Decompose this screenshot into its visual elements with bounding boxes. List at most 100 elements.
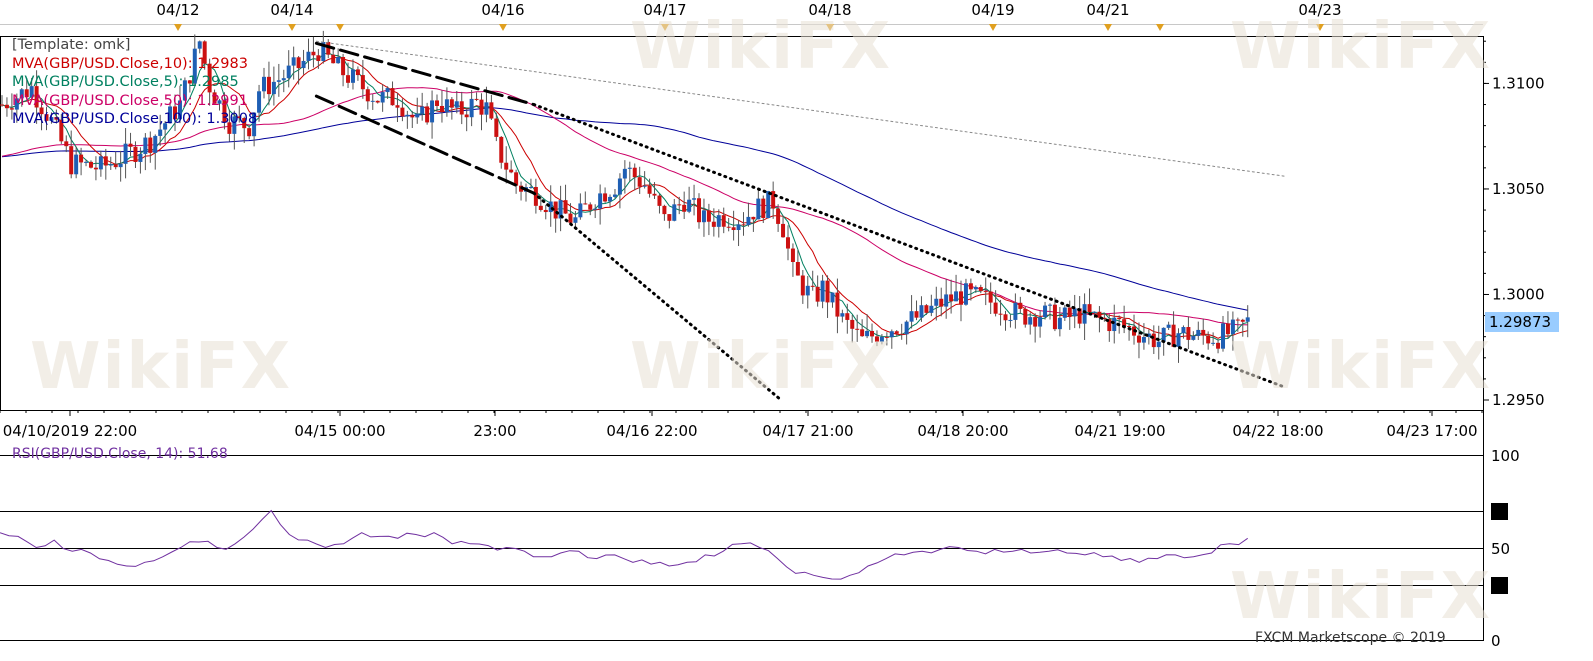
candle-down	[1225, 323, 1230, 335]
candle-down	[237, 116, 242, 119]
candle-up	[301, 60, 306, 69]
candle-up	[1112, 317, 1117, 332]
candle-up	[98, 156, 103, 170]
candle-down	[0, 104, 4, 106]
candle-up	[380, 92, 385, 103]
candle-up	[944, 294, 949, 307]
candle-up	[973, 287, 978, 290]
candle-down	[1003, 314, 1008, 321]
candle-up	[217, 100, 222, 104]
candle-up	[608, 196, 613, 202]
candle-down	[667, 214, 672, 221]
candle-down	[1171, 324, 1176, 347]
candle-down	[949, 294, 954, 302]
candle-up	[879, 336, 884, 342]
candle-down	[924, 305, 929, 313]
candle-down	[800, 275, 805, 296]
candle-down	[103, 156, 108, 166]
candle-up	[1176, 333, 1181, 347]
candle-up	[963, 283, 968, 305]
candle-down	[682, 204, 687, 212]
rsi-panel-frame	[1, 455, 1484, 641]
candle-up	[271, 81, 276, 95]
candle-down	[1087, 304, 1092, 313]
candle-down	[410, 114, 415, 118]
candle-down	[1216, 342, 1221, 349]
candle-down	[983, 291, 988, 293]
rsi-level-label: 100	[1491, 447, 1520, 465]
candle-up	[736, 224, 741, 231]
x-tick-label: 04/16 22:00	[606, 422, 697, 440]
date-marker	[1104, 24, 1112, 31]
candle-down	[731, 227, 736, 231]
candle-up	[158, 129, 163, 136]
candle-up	[484, 102, 489, 115]
top-date-label: 04/19	[971, 1, 1014, 19]
candle-up	[1072, 308, 1077, 317]
top-date-label: 04/23	[1298, 1, 1341, 19]
candle-down	[207, 63, 212, 93]
candle-up	[1211, 342, 1216, 344]
candle-up	[84, 161, 89, 163]
candle-down	[311, 51, 316, 56]
candle-down	[24, 89, 29, 98]
candle-down	[400, 107, 405, 117]
candle-down	[860, 329, 865, 337]
date-marker	[989, 24, 997, 31]
candle-up	[746, 216, 751, 226]
candle-down	[266, 76, 271, 95]
candle-down	[761, 198, 766, 219]
candle-down	[1186, 327, 1191, 340]
candle-up	[350, 69, 355, 83]
candle-down	[202, 41, 207, 64]
candle-up	[454, 101, 459, 108]
candle-up	[444, 99, 449, 113]
candle-down	[993, 302, 998, 314]
legend-mva5: MVA(GBP/USD.Close,5): 1.2985	[12, 74, 239, 90]
x-tick-label: 23:00	[473, 422, 516, 440]
candle-down	[583, 203, 588, 205]
x-tick-labels: 04/10/2019 22:00 04/15 00:00 23:00 04/16 22…	[3, 422, 1478, 440]
x-tick-label: 04/23 17:00	[1386, 422, 1477, 440]
rsi-level-label: 0	[1491, 632, 1501, 650]
candle-up	[687, 199, 692, 212]
top-date-label: 04/14	[270, 1, 313, 19]
template-label: [Template: omk]	[12, 37, 131, 53]
candle-down	[346, 75, 351, 83]
candle-down	[771, 191, 776, 209]
candle-up	[415, 113, 420, 118]
candle-down	[1033, 317, 1038, 327]
candle-up	[29, 86, 34, 98]
candle-up	[820, 280, 825, 302]
candle-down	[59, 119, 64, 142]
candle-down	[247, 128, 252, 137]
candle-down	[34, 86, 39, 108]
candle-down	[1151, 333, 1156, 348]
candle-down	[79, 154, 84, 163]
candle-down	[790, 248, 795, 262]
candle-up	[1141, 337, 1146, 343]
candle-down	[1107, 319, 1112, 332]
candle-up	[1043, 305, 1048, 318]
candle-down	[44, 114, 49, 121]
top-date-label: 04/21	[1086, 1, 1129, 19]
candle-down	[365, 89, 370, 102]
candle-down	[148, 137, 153, 153]
candle-down	[1067, 307, 1072, 317]
date-marker	[174, 24, 182, 31]
candle-up	[1082, 304, 1087, 324]
candle-down	[113, 164, 118, 168]
candle-down	[959, 291, 964, 305]
candle-up	[612, 194, 617, 197]
candle-down	[850, 319, 855, 329]
candle-down	[227, 122, 232, 134]
candle-up	[74, 154, 79, 175]
candle-down	[647, 185, 652, 194]
candle-up	[1161, 327, 1166, 342]
candle-down	[93, 167, 98, 170]
candle-down	[449, 99, 454, 108]
candle-up	[954, 291, 959, 302]
candle-down	[69, 146, 74, 175]
candle-down	[355, 69, 360, 76]
candle-up	[716, 215, 721, 227]
